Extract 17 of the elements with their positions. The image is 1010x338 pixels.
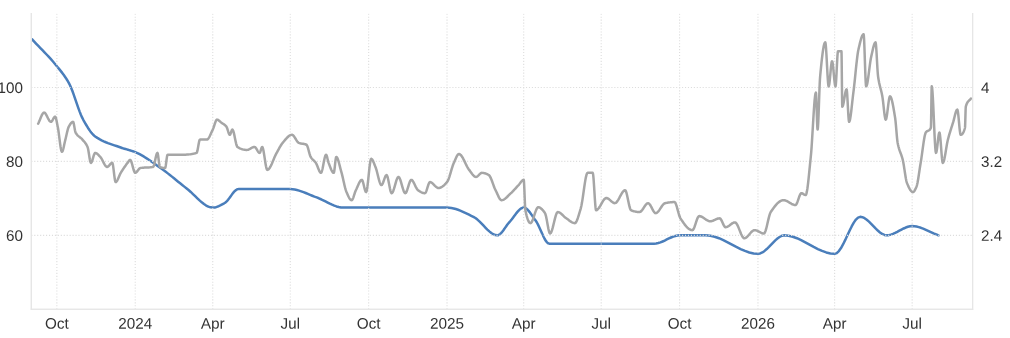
x-tick-label: Oct xyxy=(45,318,69,329)
x-tick-label: Apr xyxy=(511,318,536,332)
y2-tick-label: 3.2 xyxy=(981,156,1002,168)
x-tick-label: Apr xyxy=(822,318,847,332)
y-tick-label: 60 xyxy=(6,230,23,242)
y2-tick-label: 2.4 xyxy=(981,230,1002,241)
y-tick-label: 80 xyxy=(6,156,23,168)
y2-tick-label: 4 xyxy=(981,82,990,93)
x-tick-label: Oct xyxy=(668,318,692,329)
x-tick-label: Jul xyxy=(902,317,921,329)
x-tick-label: 2026 xyxy=(741,318,775,329)
x-tick-label: Apr xyxy=(200,318,225,332)
x-tick-label: Oct xyxy=(357,318,381,329)
x-tick-label: Jul xyxy=(280,317,300,329)
x-tick-label: 2024 xyxy=(119,318,152,329)
x-tick-label: 2025 xyxy=(430,318,464,329)
x-tick-label: Jul xyxy=(591,317,610,329)
